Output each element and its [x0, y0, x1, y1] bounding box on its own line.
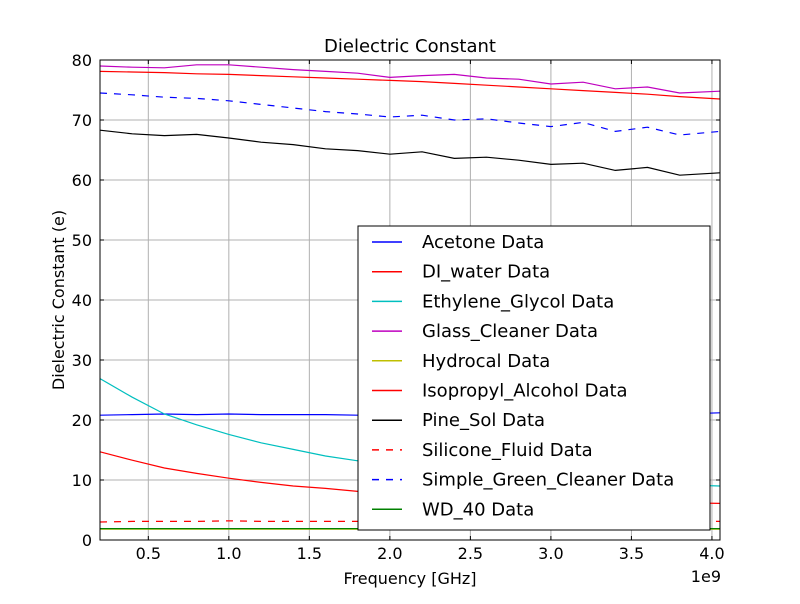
legend-label: DI_water Data: [422, 262, 550, 283]
legend-label: Hydrocal Data: [422, 351, 550, 372]
legend-label: Isopropyl_Alcohol Data: [422, 381, 628, 402]
y-tick-label: 60: [72, 171, 92, 190]
x-tick-label: 2.0: [377, 544, 402, 563]
x-tick-label: 4.0: [699, 544, 724, 563]
series-line: [99, 64, 721, 94]
y-tick-label: 0: [82, 531, 92, 550]
y-tick-label: 80: [72, 51, 92, 70]
legend: Acetone Data DI_water Data Ethylene_Glycol…: [357, 225, 711, 531]
legend-label: WD_40 Data: [422, 499, 534, 520]
y-tick-label: 40: [72, 291, 92, 310]
x-tick-label: 1.0: [216, 544, 241, 563]
legend-label: Acetone Data: [422, 232, 544, 253]
y-tick-label: 30: [72, 351, 92, 370]
tick-labels: 0.5 1.0 1.5 2.0 2.5 3.0 3.5 4.0 0 10 20 30 40 50 60 70 8…: [72, 51, 725, 563]
legend-label: Silicone_Fluid Data: [422, 440, 593, 461]
x-axis-label: Frequency [GHz]: [343, 569, 476, 588]
x-tick-label: 3.0: [538, 544, 563, 563]
legend-label: Ethylene_Glycol Data: [422, 291, 614, 312]
y-axis-label: Dielectric Constant (e): [49, 210, 68, 390]
series-line: [99, 92, 721, 136]
ticks: [100, 59, 720, 541]
legend-label: Simple_Green_Cleaner Data: [422, 470, 674, 491]
y-tick-label: 10: [72, 471, 92, 490]
x-tick-label: 2.5: [458, 544, 483, 563]
series-line: [99, 70, 721, 100]
chart-title: Dielectric Constant: [324, 36, 496, 57]
legend-box: [357, 225, 711, 531]
x-offset-label: 1e9: [691, 567, 721, 586]
series-line: [99, 129, 721, 176]
legend-label: Glass_Cleaner Data: [422, 321, 598, 342]
x-tick-label: 1.5: [297, 544, 322, 563]
y-tick-label: 50: [72, 231, 92, 250]
y-tick-label: 20: [72, 411, 92, 430]
x-tick-label: 0.5: [136, 544, 161, 563]
legend-label: Pine_Sol Data: [422, 410, 545, 431]
y-tick-label: 70: [72, 111, 92, 130]
x-tick-label: 3.5: [619, 544, 644, 563]
